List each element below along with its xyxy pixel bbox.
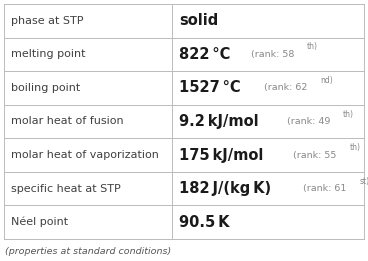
Text: 822 °C: 822 °C xyxy=(180,47,231,62)
Text: phase at STP: phase at STP xyxy=(11,16,84,26)
Text: th): th) xyxy=(349,143,360,152)
Text: 182 J/(kg K): 182 J/(kg K) xyxy=(180,181,272,196)
Text: 1527 °C: 1527 °C xyxy=(180,80,241,96)
Text: Néel point: Néel point xyxy=(11,217,68,228)
Text: th): th) xyxy=(307,43,318,51)
Text: (rank: 61: (rank: 61 xyxy=(303,184,347,193)
Text: 175 kJ/mol: 175 kJ/mol xyxy=(180,147,264,163)
Text: (properties at standard conditions): (properties at standard conditions) xyxy=(5,246,171,256)
Text: melting point: melting point xyxy=(11,49,85,59)
Text: 9.2 kJ/mol: 9.2 kJ/mol xyxy=(180,114,259,129)
Text: specific heat at STP: specific heat at STP xyxy=(11,184,121,194)
Text: th): th) xyxy=(343,110,354,118)
Text: (rank: 49: (rank: 49 xyxy=(287,117,330,126)
Text: (rank: 55: (rank: 55 xyxy=(293,151,337,159)
Text: st): st) xyxy=(359,177,368,186)
Text: molar heat of vaporization: molar heat of vaporization xyxy=(11,150,159,160)
Text: (rank: 62: (rank: 62 xyxy=(264,84,307,92)
Text: molar heat of fusion: molar heat of fusion xyxy=(11,116,124,127)
Text: solid: solid xyxy=(180,13,219,28)
Text: 90.5 K: 90.5 K xyxy=(180,215,230,230)
Text: nd): nd) xyxy=(320,76,333,85)
Text: boiling point: boiling point xyxy=(11,83,80,93)
Text: (rank: 58: (rank: 58 xyxy=(251,50,294,59)
